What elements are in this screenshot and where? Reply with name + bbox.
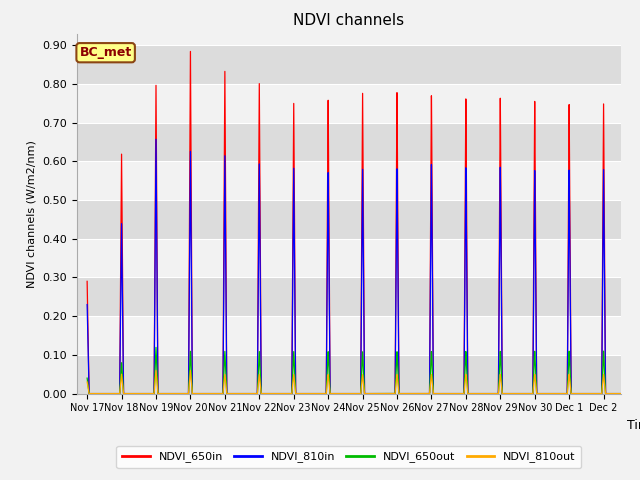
Bar: [77, 277, 621, 316]
Bar: [77, 161, 621, 200]
Bar: [77, 200, 621, 239]
Bar: [77, 45, 621, 84]
Y-axis label: NDVI channels (W/m2/nm): NDVI channels (W/m2/nm): [27, 140, 36, 288]
Bar: [77, 84, 621, 122]
Bar: [77, 316, 621, 355]
Title: NDVI channels: NDVI channels: [293, 13, 404, 28]
X-axis label: Time: Time: [627, 419, 640, 432]
Bar: [77, 239, 621, 277]
Text: BC_met: BC_met: [79, 46, 132, 59]
Bar: [77, 122, 621, 161]
Bar: [77, 34, 621, 45]
Bar: [77, 355, 621, 394]
Legend: NDVI_650in, NDVI_810in, NDVI_650out, NDVI_810out: NDVI_650in, NDVI_810in, NDVI_650out, NDV…: [116, 446, 581, 468]
